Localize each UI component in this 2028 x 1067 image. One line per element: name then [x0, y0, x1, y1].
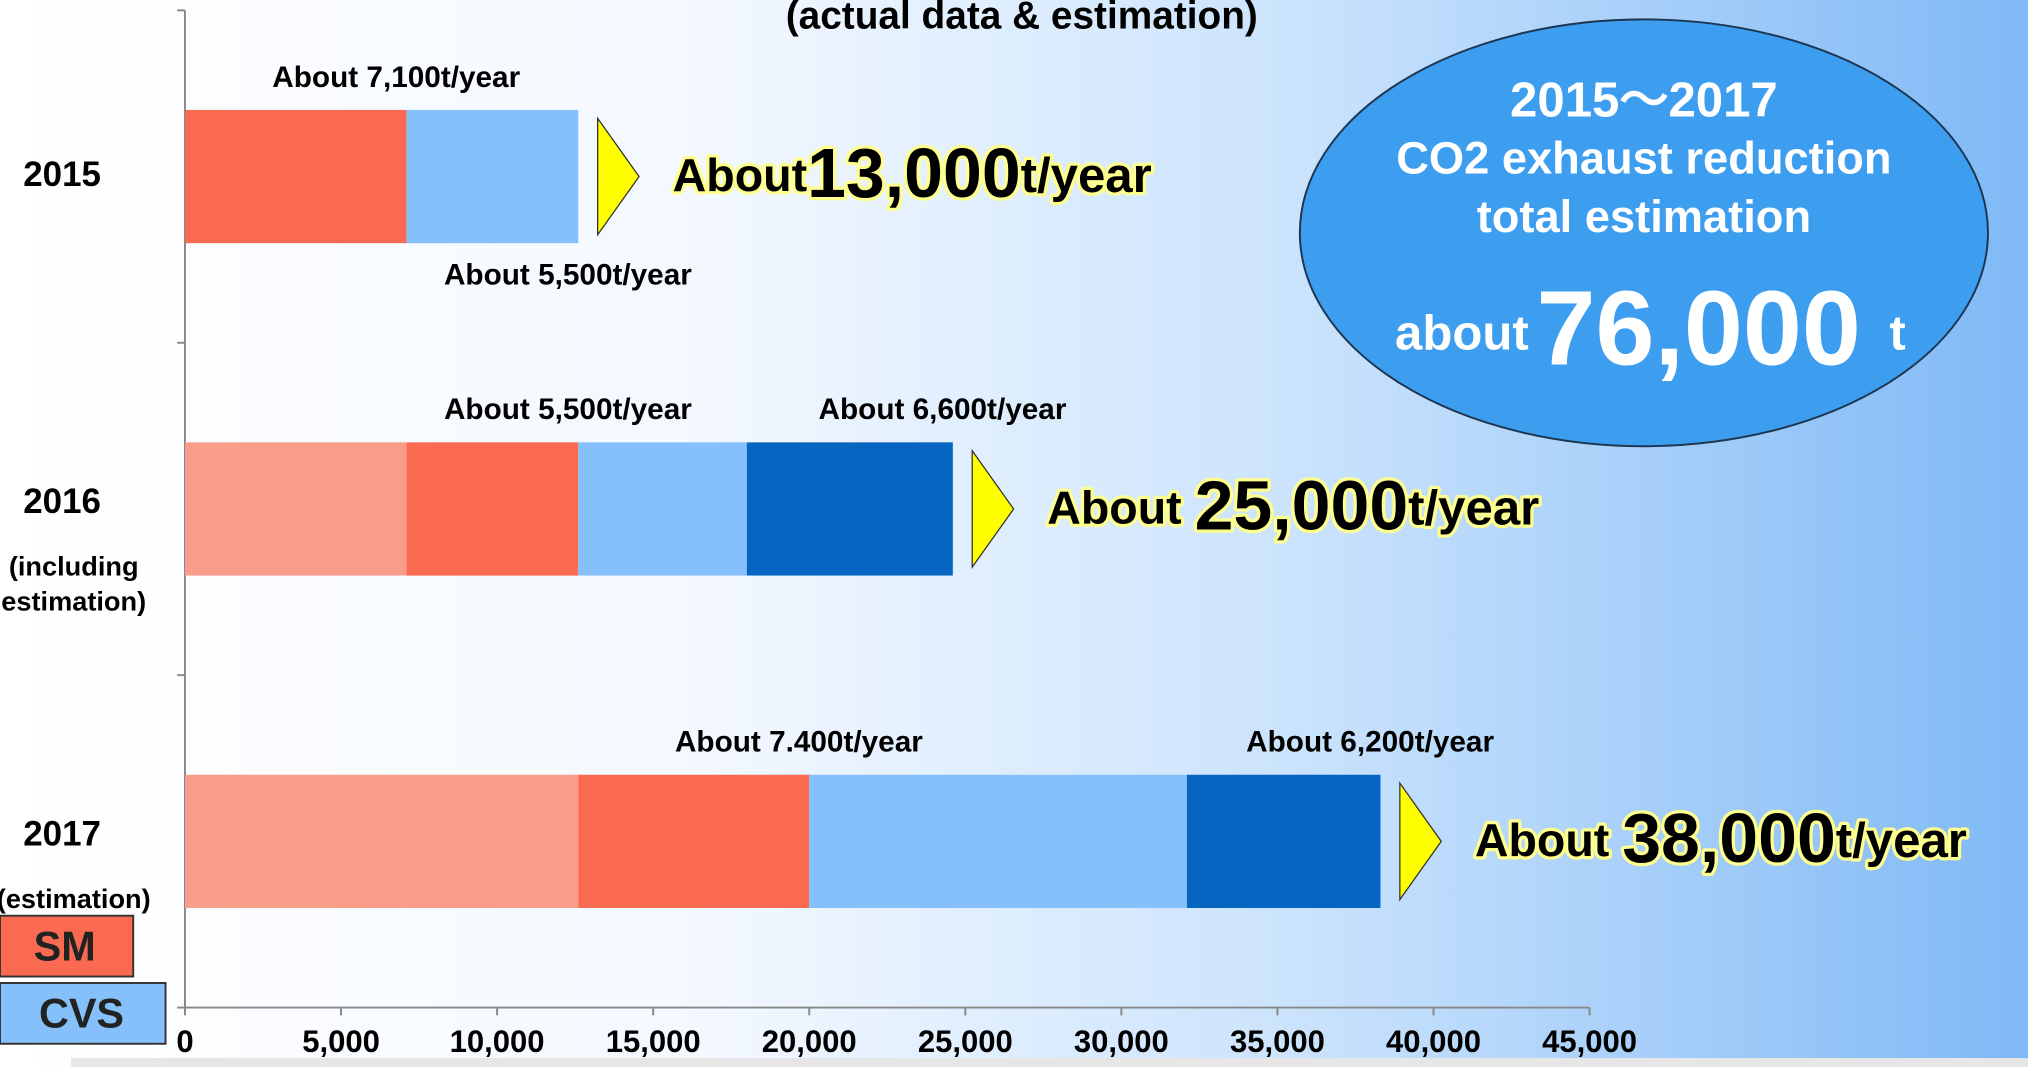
- bar-segment: [184, 109, 407, 244]
- category-note: (estimation): [0, 883, 151, 914]
- segment-label: About 6,200t/year: [1246, 726, 1494, 759]
- x-tick-label: 35,000: [1230, 1024, 1325, 1059]
- callout-ellipse: [1298, 18, 1989, 448]
- total-prefix: About: [1047, 482, 1194, 534]
- legend-label: SM: [34, 923, 96, 969]
- bar-segment: [406, 109, 579, 244]
- total-suffix: t/year: [1408, 482, 1539, 536]
- callout-line: total estimation: [1477, 191, 1811, 242]
- segment-label: About 5,500t/year: [444, 259, 692, 292]
- total-number: 13,000: [807, 135, 1021, 213]
- segment-label: About 6,600t/year: [819, 393, 1067, 426]
- x-tick-label: 10,000: [450, 1024, 545, 1059]
- total-label: About 25,000t/year: [1047, 467, 1539, 545]
- legend-swatch: [0, 914, 135, 978]
- callout-number: 76,000: [1537, 269, 1861, 387]
- x-tick-label: 15,000: [606, 1024, 701, 1059]
- callout-line: CO2 exhaust reduction: [1396, 133, 1891, 184]
- x-tick-label: 40,000: [1386, 1024, 1481, 1059]
- bar-segment: [1186, 774, 1381, 908]
- x-tick-label: 25,000: [918, 1024, 1013, 1059]
- total-suffix: t/year: [1836, 814, 1967, 868]
- chart-title: (actual data & estimation): [786, 0, 1258, 37]
- bar-segment: [578, 442, 747, 576]
- x-tick-label: 5,000: [302, 1024, 380, 1059]
- segment-label: About 5,500t/year: [444, 393, 692, 426]
- arrow: [971, 448, 1015, 570]
- x-tick-label: 30,000: [1074, 1024, 1169, 1059]
- bar-segment: [184, 774, 407, 908]
- bar-segment: [184, 442, 407, 576]
- callout-line: 2015～2017: [1510, 73, 1778, 127]
- category-note: (including estimation): [1, 551, 146, 617]
- bar-segment: [406, 774, 579, 908]
- category-label: 2015: [23, 155, 101, 194]
- category-label: 2016: [23, 482, 101, 521]
- total-number: 25,000: [1195, 467, 1409, 545]
- total-label: About13,000t/year: [673, 135, 1152, 213]
- total-label: About 38,000t/year: [1475, 799, 1967, 877]
- legend-swatch: [0, 982, 167, 1045]
- total-number: 38,000: [1622, 799, 1836, 877]
- bar-segment: [746, 442, 953, 576]
- total-prefix: About: [673, 149, 807, 201]
- total-suffix: t/year: [1021, 149, 1152, 203]
- x-tick-label: 0: [176, 1024, 193, 1059]
- legend-label: CVS: [39, 991, 124, 1037]
- x-tick-label: 20,000: [762, 1024, 857, 1059]
- category-label: 2017: [23, 814, 101, 853]
- bar-segment: [406, 442, 579, 576]
- callout-unit: t: [1889, 306, 1905, 360]
- segment-label: About 7.400t/year: [675, 726, 923, 759]
- arrow: [597, 116, 640, 237]
- bottom-strip: [71, 1058, 2028, 1067]
- bar-segment: [809, 774, 1187, 908]
- segment-label: About 7,100t/year: [272, 61, 520, 94]
- callout-prefix: about: [1395, 306, 1529, 360]
- callout-total: about76,000 t: [1395, 269, 1906, 387]
- total-prefix: About: [1475, 814, 1622, 866]
- x-tick-label: 45,000: [1542, 1024, 1637, 1059]
- bar-segment: [578, 774, 810, 908]
- arrow: [1399, 781, 1443, 902]
